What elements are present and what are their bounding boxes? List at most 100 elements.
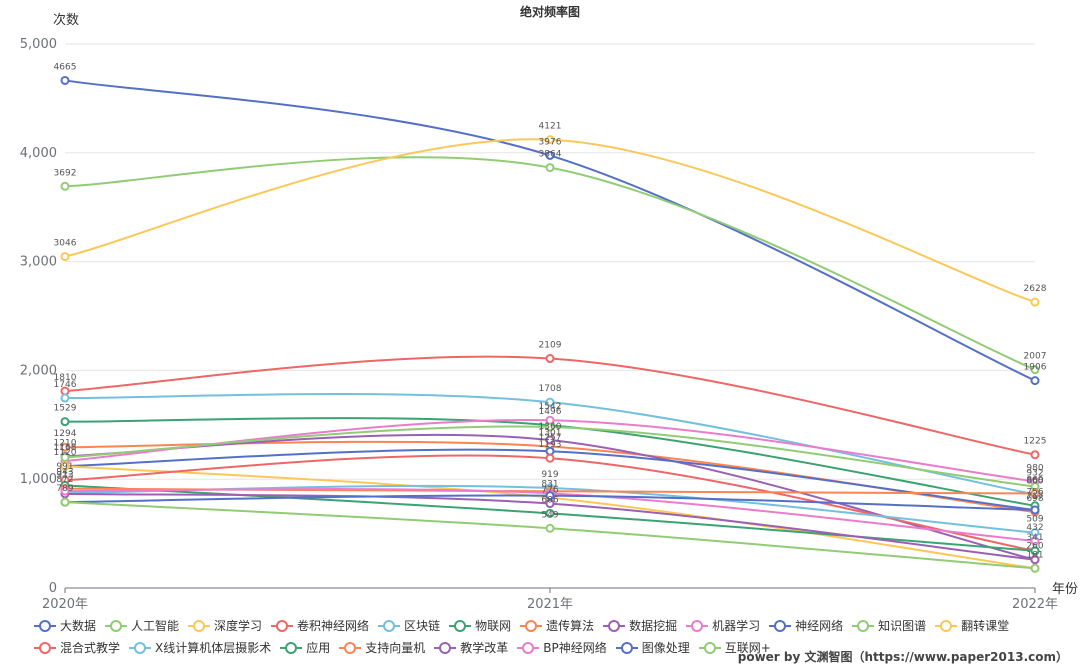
legend-label: 物联网 xyxy=(475,619,512,633)
legend-label: 混合式教学 xyxy=(60,641,121,655)
legend-item[interactable]: 人工智能 xyxy=(105,616,179,636)
legend-marker-icon xyxy=(271,620,294,632)
series-20 xyxy=(60,497,1040,573)
data-label: 1496 xyxy=(539,407,562,417)
data-label: 181 xyxy=(1026,550,1043,560)
data-point xyxy=(60,452,70,462)
data-label: 869 xyxy=(1026,475,1043,485)
legend-marker-icon xyxy=(449,620,472,632)
legend-item[interactable]: 区块链 xyxy=(378,616,440,636)
data-label: 717 xyxy=(1026,492,1043,502)
legend-marker-icon xyxy=(34,642,56,654)
data-label: 3864 xyxy=(539,150,562,160)
series-4 xyxy=(60,354,1040,460)
data-point xyxy=(60,393,70,403)
legend-label: BP神经网络 xyxy=(543,641,607,655)
legend-label: 数据挖掘 xyxy=(629,619,678,633)
chart-title: 绝对频率图 xyxy=(520,4,580,19)
data-label: 4121 xyxy=(539,122,562,132)
legend-item[interactable]: 物联网 xyxy=(449,616,511,636)
data-label: 913 xyxy=(56,471,73,481)
legend-label: 人工智能 xyxy=(131,619,180,633)
data-point xyxy=(1030,505,1040,515)
data-point xyxy=(545,135,555,145)
legend: 大数据 人工智能 深度学习 卷积神经网络 区块链 物联网 遗传算法 数据挖掘 机器学习 神经网络 知… xyxy=(34,616,1074,660)
legend-item[interactable]: 机器学习 xyxy=(686,616,760,636)
legend-marker-icon xyxy=(615,642,638,654)
data-point xyxy=(1030,555,1040,565)
data-label: 1301 xyxy=(539,428,562,438)
data-point xyxy=(545,491,555,501)
legend-label: 区块链 xyxy=(404,619,441,633)
legend-item[interactable]: 图像处理 xyxy=(615,638,690,658)
y-tick-label: 5,000 xyxy=(20,37,57,52)
x-tick-label: 2021年 xyxy=(527,597,573,612)
data-point xyxy=(545,163,555,173)
legend-item[interactable]: 混合式教学 xyxy=(34,638,120,658)
data-point xyxy=(60,181,70,191)
data-label: 1210 xyxy=(54,438,77,448)
legend-item[interactable]: X线计算机体层摄影术 xyxy=(129,638,271,658)
legend-label: 应用 xyxy=(306,641,331,655)
legend-item[interactable]: 教学改革 xyxy=(434,638,508,658)
legend-marker-icon xyxy=(520,620,543,632)
y-tick-label: 1,000 xyxy=(20,472,57,487)
data-label: 919 xyxy=(541,470,558,480)
data-label: 1168 xyxy=(54,443,77,453)
data-label: 509 xyxy=(1026,515,1043,525)
data-point xyxy=(60,417,70,427)
legend-item[interactable]: 支持向量机 xyxy=(339,638,425,658)
data-label: 4665 xyxy=(54,62,77,72)
legend-label: 支持向量机 xyxy=(365,641,426,655)
x-tick-label: 2020年 xyxy=(42,597,88,612)
data-label: 2628 xyxy=(1024,284,1047,294)
legend-label: 知识图谱 xyxy=(878,619,927,633)
data-point xyxy=(60,486,70,496)
data-label: 3692 xyxy=(54,168,77,178)
legend-item[interactable]: 互联网+ xyxy=(698,638,771,658)
data-label: 3046 xyxy=(54,239,77,249)
legend-item[interactable]: BP神经网络 xyxy=(517,638,607,658)
data-label: 432 xyxy=(1026,523,1043,533)
legend-label: 卷积神经网络 xyxy=(297,619,370,633)
data-point xyxy=(545,435,555,445)
legend-item[interactable]: 应用 xyxy=(280,638,330,658)
data-label: 932 xyxy=(1026,469,1043,479)
legend-label: 深度学习 xyxy=(214,619,263,633)
legend-marker-icon xyxy=(280,642,303,654)
data-point xyxy=(60,442,70,452)
data-label: 1193 xyxy=(539,440,562,450)
legend-marker-icon xyxy=(769,620,792,632)
x-axis: 2020年 2021年 2022年 xyxy=(42,588,1058,612)
legend-item[interactable]: 翻转课堂 xyxy=(935,616,1009,636)
legend-label: 互联网+ xyxy=(724,641,771,655)
legend-item[interactable]: 卷积神经网络 xyxy=(271,616,369,636)
data-point xyxy=(545,397,555,407)
legend-item[interactable]: 遗传算法 xyxy=(520,616,594,636)
legend-item[interactable]: 神经网络 xyxy=(769,616,843,636)
y-tick-label: 4,000 xyxy=(20,146,57,161)
data-label: 2007 xyxy=(1024,352,1047,362)
data-label: 789 xyxy=(56,484,73,494)
data-label: 1257 xyxy=(539,433,562,443)
data-point xyxy=(1030,450,1040,460)
legend-item[interactable]: 大数据 xyxy=(34,616,96,636)
data-label: 2109 xyxy=(539,341,562,351)
data-label: 1542 xyxy=(539,402,562,412)
data-point xyxy=(545,150,555,160)
legend-item[interactable]: 数据挖掘 xyxy=(603,616,677,636)
data-label: 831 xyxy=(541,480,558,490)
data-point xyxy=(1030,376,1040,386)
data-point xyxy=(1030,536,1040,546)
legend-marker-icon xyxy=(188,620,211,632)
legend-item[interactable]: 深度学习 xyxy=(188,616,262,636)
data-point xyxy=(60,75,70,85)
legend-item[interactable]: 知识图谱 xyxy=(852,616,926,636)
data-label: 860 xyxy=(1026,476,1043,486)
legend-marker-icon xyxy=(517,642,540,654)
data-label: 1225 xyxy=(1024,437,1047,447)
data-label: 686 xyxy=(541,495,558,505)
x-tick-label: 2022年 xyxy=(1012,597,1058,612)
legend-marker-icon xyxy=(852,620,875,632)
legend-marker-icon xyxy=(339,642,362,654)
